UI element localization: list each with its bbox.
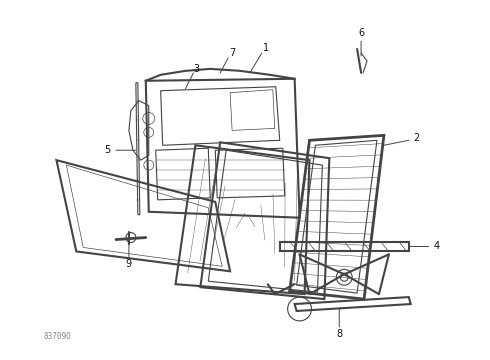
Text: 9: 9: [126, 259, 132, 269]
Text: 2: 2: [414, 133, 420, 143]
Text: 7: 7: [229, 48, 235, 58]
Text: 5: 5: [104, 145, 110, 155]
Text: 83709O: 83709O: [44, 332, 72, 341]
Text: 4: 4: [434, 242, 440, 252]
Text: 8: 8: [336, 329, 343, 339]
Text: 6: 6: [358, 28, 364, 38]
Text: 1: 1: [263, 43, 269, 53]
Text: 3: 3: [194, 64, 199, 74]
